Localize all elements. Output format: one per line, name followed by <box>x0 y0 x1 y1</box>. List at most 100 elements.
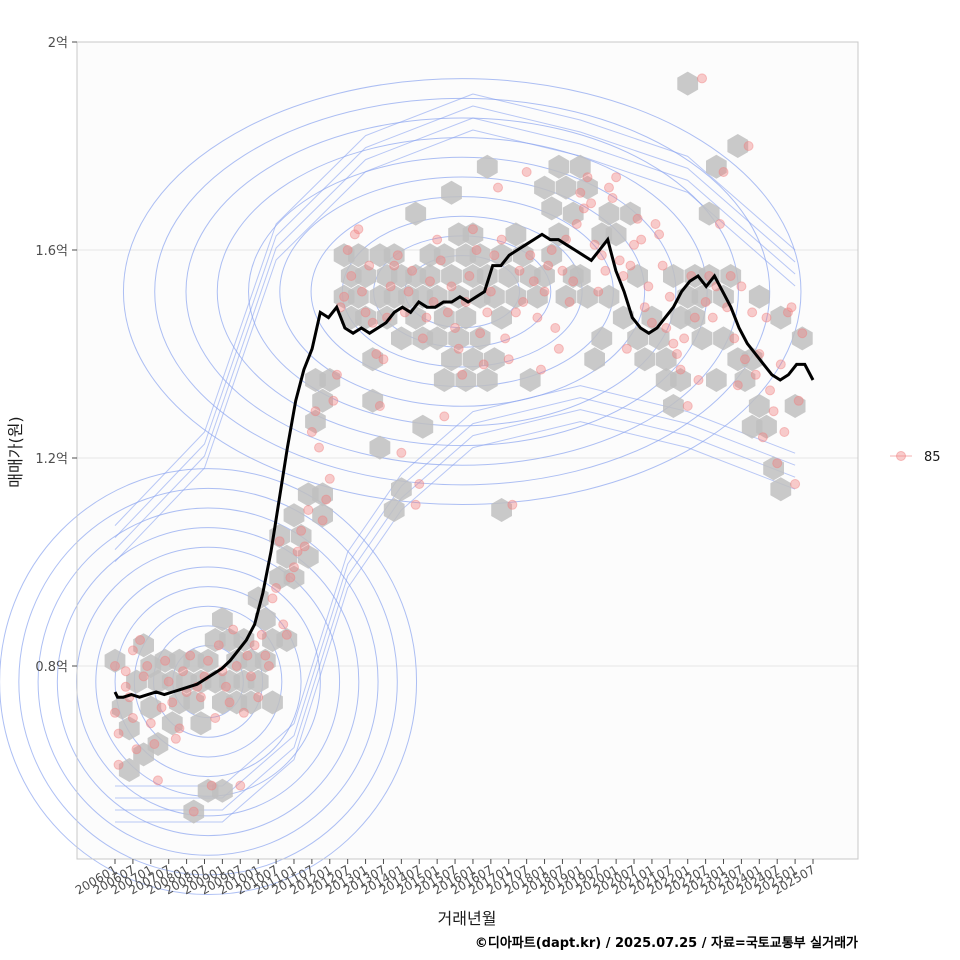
scatter-point <box>518 297 529 307</box>
hexbin <box>476 368 498 392</box>
hexbin <box>612 305 634 330</box>
y-tick-label: 2억 <box>48 36 68 51</box>
scatter-point <box>714 219 725 229</box>
hexbin <box>283 565 305 590</box>
scatter-point <box>482 307 493 318</box>
scatter-point <box>772 458 783 469</box>
scatter-point <box>464 271 475 281</box>
scatter-point <box>274 536 285 547</box>
hexbin <box>362 388 384 413</box>
scatter-point <box>496 234 507 245</box>
density-contour <box>114 586 302 778</box>
hexbin <box>383 243 405 268</box>
density-contour <box>279 176 646 407</box>
scatter-point <box>317 515 328 526</box>
hexbin <box>598 284 620 309</box>
scatter-point <box>546 245 557 255</box>
scatter-point <box>149 739 160 749</box>
scatter-point <box>636 234 647 245</box>
scatter-point <box>493 182 504 193</box>
hexbin <box>569 264 591 288</box>
scatter-point <box>525 250 536 261</box>
scatter-point <box>242 650 253 661</box>
scatter-point <box>231 661 242 671</box>
hexbin <box>713 326 734 351</box>
legend-key-point <box>896 451 906 461</box>
hexbin <box>383 498 405 522</box>
hexbin <box>312 388 333 413</box>
hexbin <box>663 394 684 418</box>
scatter-point <box>611 172 622 183</box>
x-axis: 2006012006072007012007072008012008072009… <box>73 859 818 898</box>
hexbin <box>247 669 269 694</box>
scatter-point <box>249 640 260 651</box>
scatter-point <box>188 806 199 817</box>
hexbin <box>433 243 455 268</box>
hexbin <box>484 347 505 372</box>
scatter-point <box>593 286 604 297</box>
scatter-point <box>607 193 618 203</box>
y-tick-label: 0.8억 <box>35 660 68 675</box>
hexbin <box>784 394 806 418</box>
scatter-point <box>589 239 600 250</box>
scatter-point <box>689 312 700 323</box>
scatter-point <box>407 265 418 276</box>
scatter-point <box>614 255 625 266</box>
scatter-point <box>285 572 296 583</box>
scatter-point <box>392 250 403 261</box>
hexbin <box>118 716 140 741</box>
scatter-point <box>170 733 181 744</box>
scatter-point <box>650 219 661 229</box>
scatter-point <box>475 328 486 339</box>
hexbin <box>212 607 233 632</box>
scatter-point <box>299 541 310 552</box>
scatter-point <box>575 187 586 198</box>
hexbin <box>190 711 212 736</box>
density-contour-band <box>114 129 796 562</box>
scatter-point <box>324 473 335 484</box>
scatter-point <box>342 245 353 255</box>
hexbin <box>698 201 720 226</box>
scatter-point <box>378 354 389 365</box>
scatter-point <box>553 343 564 354</box>
scatter-point <box>646 317 657 328</box>
scatter-point <box>521 167 532 177</box>
scatter-point <box>174 723 185 734</box>
hexbin <box>598 201 620 226</box>
scatter-point <box>127 645 138 656</box>
scatter-point <box>303 505 314 515</box>
scatter-point <box>113 759 124 770</box>
hexbin <box>391 477 412 502</box>
scatter-point <box>278 619 289 630</box>
hexbin <box>254 648 276 673</box>
hexbin <box>133 633 154 658</box>
hexbin <box>641 305 663 330</box>
plot-background <box>77 42 858 859</box>
scatter-point <box>442 307 453 318</box>
scatter-point <box>503 354 514 365</box>
hexbin <box>555 284 577 309</box>
hexbin <box>748 284 770 309</box>
hexbin <box>355 264 376 288</box>
y-axis-title: 매매가(원) <box>6 416 25 487</box>
scatter-point <box>568 276 579 287</box>
scatter-point <box>507 499 518 510</box>
hexbin <box>462 222 484 247</box>
scatter-point <box>271 583 282 593</box>
scatter-point <box>471 245 482 255</box>
scatter-point <box>206 780 217 791</box>
scatter-point <box>292 546 303 557</box>
hexbin <box>505 222 527 247</box>
scatter-point <box>467 224 478 235</box>
hexbin <box>484 284 505 309</box>
scatter-point <box>510 307 521 318</box>
scatter-point <box>432 234 443 245</box>
scatter-point <box>163 676 174 687</box>
density-contour <box>122 78 802 506</box>
scatter-point <box>489 250 500 261</box>
density-contour-band <box>115 385 796 787</box>
density-contour-band <box>114 117 796 550</box>
hexbin <box>534 175 555 200</box>
hexbin <box>577 284 598 309</box>
hexbin <box>254 607 276 632</box>
